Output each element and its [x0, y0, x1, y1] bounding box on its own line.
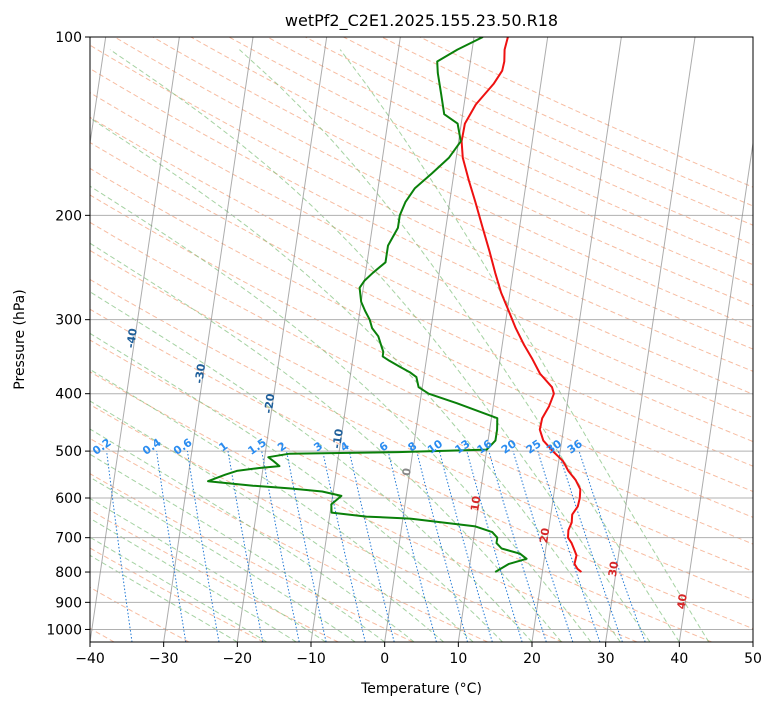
y-tick-label: 900 — [55, 595, 82, 611]
dry-adiabat — [114, 37, 753, 350]
dry-adiabat — [90, 278, 753, 601]
dry-adiabat — [419, 37, 753, 188]
isotherm — [236, 37, 328, 642]
mixing-ratio-line — [578, 450, 646, 642]
pressure-gridlines — [90, 37, 753, 630]
isotherm-label: -30 — [192, 362, 208, 384]
isotherm-label: 30 — [606, 560, 621, 577]
isotherm-label: -20 — [262, 392, 278, 414]
dry-adiabat — [228, 37, 753, 286]
y-tick-label: 300 — [55, 313, 82, 329]
dewpoint-line — [207, 37, 528, 573]
y-tick-label: 400 — [55, 387, 82, 403]
mixing-ratio-line — [286, 451, 327, 642]
x-tick-label: 50 — [744, 651, 762, 667]
dry-adiabat — [90, 116, 753, 443]
isotherm-label: -40 — [124, 327, 140, 349]
dry-adiabats — [90, 37, 753, 642]
isotherm-label: 0 — [400, 467, 414, 477]
moist-adiabat — [90, 291, 533, 642]
mixing-ratio-line — [557, 450, 623, 642]
dry-adiabat — [90, 473, 414, 642]
mixing-ratio-line — [261, 451, 300, 642]
isotherm-label: 20 — [537, 527, 552, 544]
moist-adiabat — [109, 49, 651, 642]
x-tick-label: −10 — [296, 651, 326, 667]
isotherm — [678, 139, 753, 642]
dry-adiabat — [90, 221, 753, 545]
isotherms — [90, 37, 753, 642]
mixing-ratio-line — [348, 450, 395, 642]
mixing-ratio-line — [106, 451, 133, 642]
mixing-ratio-line — [186, 451, 220, 642]
y-tick-label: 100 — [55, 30, 82, 46]
x-tick-label: 0 — [380, 651, 389, 667]
x-tick-label: −40 — [75, 651, 105, 667]
moist-adiabat — [90, 536, 268, 642]
plot-frame — [89, 36, 754, 643]
moist-adiabat — [90, 554, 238, 642]
y-axis: 100 200 300 400 500 600 700 800 900 1000 — [46, 30, 90, 638]
dry-adiabat — [266, 37, 753, 266]
moist-adiabat — [339, 49, 710, 642]
dry-adiabat — [90, 249, 753, 572]
y-tick-label: 800 — [55, 565, 82, 581]
isotherm — [163, 37, 254, 642]
isotherm — [310, 37, 401, 642]
y-tick-label: 700 — [55, 531, 82, 547]
dry-adiabat — [90, 68, 753, 395]
mixing-ratio-line — [322, 450, 366, 642]
y-axis-title: Pressure (hPa) — [12, 289, 28, 389]
isotherm-label: 40 — [675, 593, 690, 610]
x-tick-label: 30 — [597, 651, 615, 667]
dry-adiabat — [90, 44, 753, 372]
data-series — [207, 37, 583, 573]
plot-area: -100-90-80-70-60-50-40-30-20-10010203040… — [90, 37, 753, 642]
moist-adiabat — [90, 117, 621, 642]
isotherm-label: 10 — [468, 495, 483, 512]
isotherm — [457, 37, 549, 642]
y-tick-label: 1000 — [46, 622, 82, 638]
mixing-ratio-line — [466, 450, 523, 642]
y-tick-label: 200 — [55, 208, 82, 224]
moist-adiabats — [90, 49, 710, 642]
x-tick-label: 10 — [449, 651, 467, 667]
x-tick-label: −30 — [149, 651, 179, 667]
x-axis: −40 −30 −20 −10 0 10 20 30 40 50 — [75, 642, 762, 667]
x-tick-label: −20 — [223, 651, 253, 667]
isotherm — [90, 37, 180, 642]
x-tick-label: 40 — [670, 651, 688, 667]
y-tick-label: 500 — [55, 444, 82, 460]
x-tick-label: 20 — [523, 651, 541, 667]
moist-adiabat — [90, 428, 415, 642]
x-axis-title: Temperature (°C) — [360, 681, 482, 697]
mixing-ratio-line — [156, 451, 187, 642]
mixing-ratio-line — [416, 450, 468, 642]
isotherm-label: -10 — [330, 428, 346, 450]
moist-adiabat — [90, 453, 385, 642]
moist-adiabat — [239, 49, 680, 642]
dry-adiabat — [381, 37, 753, 207]
dry-adiabat — [90, 509, 339, 642]
isotherm — [605, 37, 696, 642]
dry-adiabat — [90, 167, 753, 493]
isotherm — [531, 37, 622, 642]
dry-adiabat — [90, 308, 753, 630]
isotherm — [384, 37, 475, 642]
mixing-ratio-line — [438, 450, 493, 642]
y-tick-label: 600 — [55, 491, 82, 507]
moist-adiabat — [90, 476, 356, 642]
moist-adiabat — [90, 332, 503, 642]
isotherm — [90, 37, 107, 147]
mixing-ratio-line — [387, 450, 437, 642]
chart-title: wetPf2_C2E1.2025.155.23.50.R18 — [285, 11, 558, 31]
moist-adiabat — [90, 400, 444, 642]
moist-adiabat — [90, 517, 297, 642]
moist-adiabat — [90, 242, 562, 642]
plot-background — [90, 37, 753, 642]
dry-adiabat — [190, 37, 753, 307]
